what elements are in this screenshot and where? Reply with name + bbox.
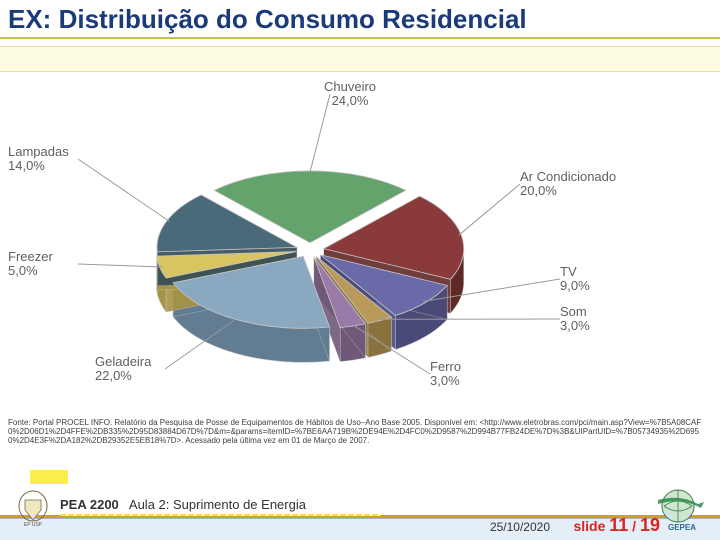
title-bar: EX: Distribuição do Consumo Residencial [0, 0, 720, 39]
slide-footer: EP USP PEA 2200 Aula 2: Suprimento de En… [0, 480, 720, 540]
usp-crest-icon: EP USP [16, 490, 50, 528]
source-citation: Fonte: Portal PROCEL INFO. Relatório da … [8, 418, 708, 446]
slice-label: Som3,0% [560, 305, 590, 334]
slice-label: Lampadas14,0% [8, 145, 69, 174]
gepea-logo-icon: GEPEA [652, 486, 712, 532]
slide-word: slide [573, 518, 605, 534]
slice-label: Chuveiro24,0% [300, 80, 400, 109]
svg-text:GEPEA: GEPEA [668, 523, 696, 532]
source-line-1: Fonte: Portal PROCEL INFO. Relatório da … [8, 418, 477, 427]
slice-label: Ferro3,0% [430, 360, 461, 389]
footer-title: PEA 2200 Aula 2: Suprimento de Energia [60, 497, 306, 512]
slice-label: TV9,0% [560, 265, 590, 294]
lecture-title: Aula 2: Suprimento de Energia [129, 497, 306, 512]
slide-sep: / [628, 518, 640, 534]
course-code: PEA 2200 [60, 497, 119, 512]
slide-current: 11 [609, 515, 628, 535]
pie-chart: Chuveiro24,0% Ar Condicionado20,0% TV9,0% S… [0, 80, 720, 410]
title-band [0, 46, 720, 72]
slice-label: Geladeira22,0% [95, 355, 151, 384]
slice-label: Freezer5,0% [8, 250, 53, 279]
slice-label: Ar Condicionado20,0% [520, 170, 616, 199]
page-title: EX: Distribuição do Consumo Residencial [8, 4, 712, 35]
svg-text:EP USP: EP USP [24, 522, 43, 528]
footer-yellow-tab [30, 470, 68, 484]
footer-date: 25/10/2020 [490, 520, 550, 534]
footer-dotted-rule [60, 514, 380, 516]
slide-counter: slide 11 / 19 [573, 515, 660, 536]
